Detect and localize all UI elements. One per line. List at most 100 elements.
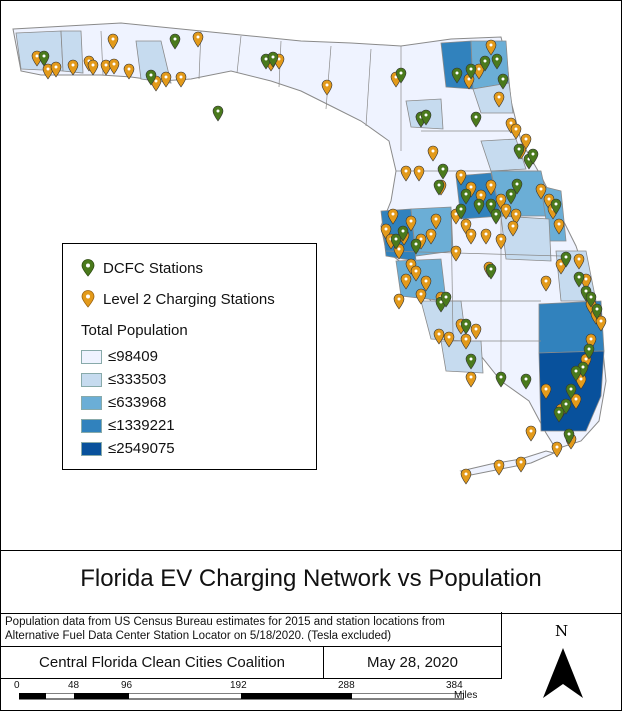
level2-station-pin-icon (465, 228, 477, 245)
dcfc-station-pin-icon (169, 33, 181, 50)
legend-swatch (81, 418, 102, 433)
legend-class-1: ≤333503 (81, 371, 166, 388)
level2-station-pin-icon (42, 63, 54, 80)
level2-station-pin-icon (433, 328, 445, 345)
dcfc-station-pin-icon (455, 203, 467, 220)
level2-station-pin-icon (570, 393, 582, 410)
level2-station-pin-icon (192, 31, 204, 48)
level2-station-pin-icon (455, 169, 467, 186)
legend-class-2: ≤633968 (81, 394, 166, 411)
dcfc-station-pin-icon (465, 353, 477, 370)
legend-swatch (81, 372, 102, 387)
legend-class-label: ≤633968 (108, 394, 167, 411)
dcfc-station-pin-icon (420, 109, 432, 126)
legend-class-label: ≤2549075 (108, 440, 175, 457)
dcfc-station-pin-icon (410, 238, 422, 255)
level2-station-pin-icon (510, 208, 522, 225)
dcfc-pin-icon (81, 259, 95, 277)
level2-station-pin-icon (405, 215, 417, 232)
scale-bar: 0 48 96 192 288 384 Miles (1, 679, 501, 710)
level2-station-pin-icon (525, 425, 537, 442)
dcfc-station-pin-icon (527, 148, 539, 165)
north-label: N (555, 622, 569, 640)
source-line-1: Population data from US Census Bureau es… (5, 616, 445, 628)
level2-station-pin-icon (415, 288, 427, 305)
level2-station-pin-icon (495, 233, 507, 250)
dcfc-station-pin-icon (38, 50, 50, 67)
dcfc-station-pin-icon (465, 63, 477, 80)
scale-tick-label: 192 (230, 680, 247, 691)
dcfc-station-pin-icon (395, 67, 407, 84)
dcfc-station-pin-icon (390, 233, 402, 250)
dcfc-station-pin-icon (520, 373, 532, 390)
level2-station-pin-icon (400, 273, 412, 290)
level2-station-pin-icon (387, 208, 399, 225)
level2-station-pin-icon (427, 145, 439, 162)
level2-station-pin-icon (485, 179, 497, 196)
level2-station-pin-icon (410, 265, 422, 282)
legend-class-label: ≤98409 (108, 348, 158, 365)
legend-swatch (81, 395, 102, 410)
source-line-2: Alternative Fuel Data Center Station Loc… (5, 630, 392, 642)
level2-station-pin-icon (540, 275, 552, 292)
level2-station-pin-icon (480, 228, 492, 245)
legend-class-0: ≤98409 (81, 348, 158, 365)
legend: DCFC Stations Level 2 Charging Stations … (62, 243, 317, 470)
level2-station-pin-icon (443, 331, 455, 348)
legend-level2-label: Level 2 Charging Stations (103, 290, 275, 308)
dcfc-station-pin-icon (570, 365, 582, 382)
legend-class-label: ≤333503 (108, 371, 167, 388)
legend-dcfc: DCFC Stations (81, 259, 203, 277)
level2-station-pin-icon (551, 441, 563, 458)
level2-station-pin-icon (460, 333, 472, 350)
scale-unit: Miles (454, 690, 478, 701)
scale-tick-label: 48 (68, 680, 80, 691)
dcfc-station-pin-icon (513, 143, 525, 160)
level2-station-pin-icon (520, 133, 532, 150)
north-arrow-icon (543, 648, 583, 698)
dcfc-station-pin-icon (491, 53, 503, 70)
dcfc-station-pin-icon (560, 398, 572, 415)
level2-station-pin-icon (393, 293, 405, 310)
scale-tick-label: 384 (446, 680, 463, 691)
dcfc-station-pin-icon (560, 251, 572, 268)
dcfc-station-pin-icon (473, 198, 485, 215)
level2-station-pin-icon (485, 39, 497, 56)
level2-station-pin-icon (500, 203, 512, 220)
level2-station-pin-icon (553, 218, 565, 235)
level2-station-pin-icon (160, 71, 172, 88)
source-panel: Population data from US Census Bureau es… (1, 612, 502, 647)
dcfc-station-pin-icon (460, 188, 472, 205)
date-panel: May 28, 2020 (324, 646, 502, 679)
level2-station-pin-icon (108, 58, 120, 75)
dcfc-station-pin-icon (511, 178, 523, 195)
scale-bar-graphic (19, 693, 464, 700)
dcfc-station-pin-icon (505, 188, 517, 205)
level2-station-pin-icon (425, 228, 437, 245)
legend-class-label: ≤1339221 (108, 417, 175, 434)
level2-station-pin-icon (473, 63, 485, 80)
dcfc-station-pin-icon (212, 105, 224, 122)
level2-station-pin-icon (50, 61, 62, 78)
scale-tick-label: 0 (14, 680, 20, 691)
level2-pin-icon (81, 290, 95, 308)
legend-population-title: Total Population (81, 322, 188, 339)
level2-station-pin-icon (413, 165, 425, 182)
dcfc-station-pin-icon (485, 263, 497, 280)
level2-station-pin-icon (493, 459, 505, 476)
level2-station-pin-icon (450, 245, 462, 262)
level2-station-pin-icon (507, 220, 519, 237)
scale-tick-label: 96 (121, 680, 133, 691)
dcfc-station-pin-icon (470, 111, 482, 128)
level2-station-pin-icon (470, 323, 482, 340)
dcfc-station-pin-icon (397, 225, 409, 242)
organization-name: Central Florida Clean Cities Coalition (39, 654, 285, 671)
level2-station-pin-icon (67, 59, 79, 76)
dcfc-station-pin-icon (563, 428, 575, 445)
level2-station-pin-icon (460, 468, 472, 485)
scale-tick-label: 288 (338, 680, 355, 691)
legend-level2: Level 2 Charging Stations (81, 290, 275, 308)
level2-station-pin-icon (595, 315, 607, 332)
dcfc-station-pin-icon (553, 406, 565, 423)
level2-station-pin-icon (175, 71, 187, 88)
